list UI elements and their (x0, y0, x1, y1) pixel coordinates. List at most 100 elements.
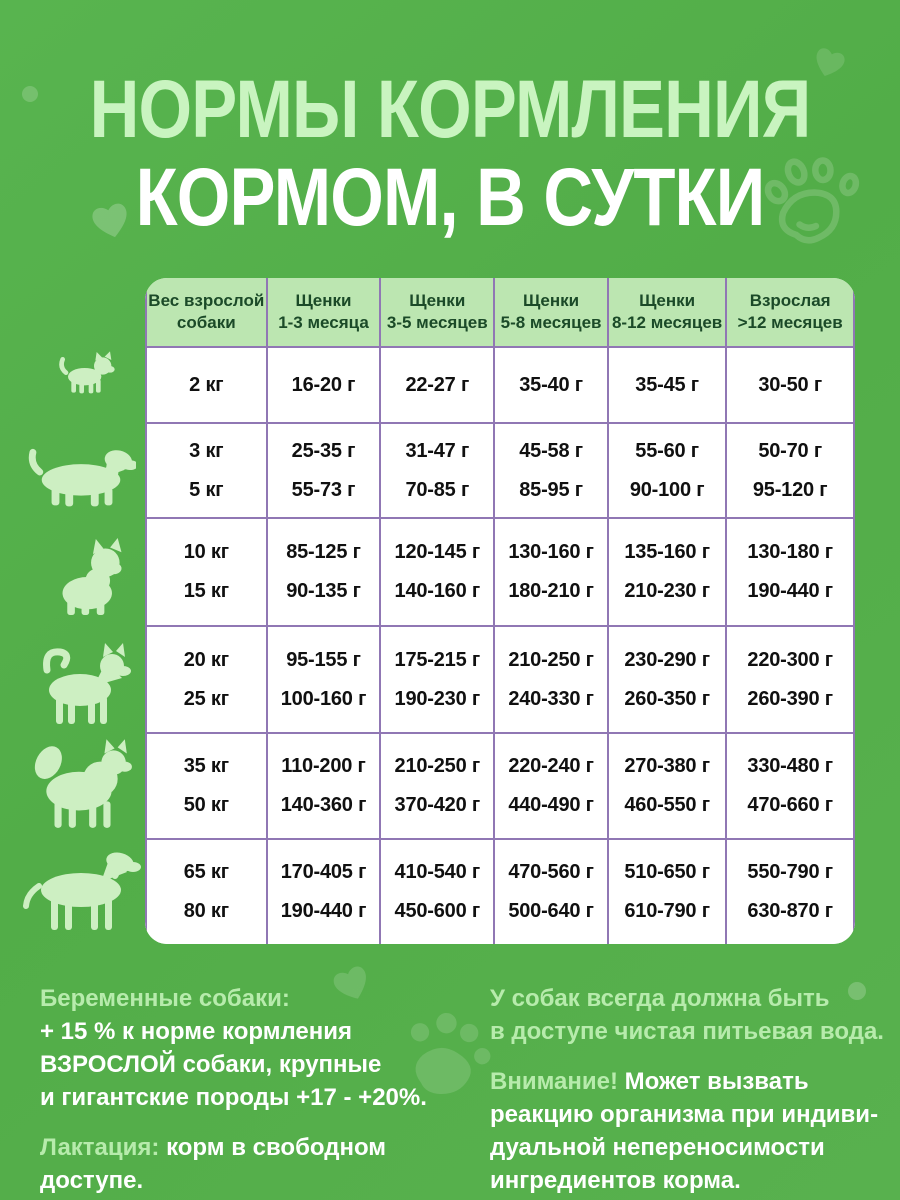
column-header: Щенки 5-8 месяцев (493, 278, 607, 346)
weight-cell: 20 кг 25 кг (145, 625, 266, 732)
cell-value: 95-155 г (286, 648, 361, 671)
feed-amount-cell: 110-200 г 140-360 г (265, 732, 380, 838)
cell-value: 220-300 г (747, 648, 833, 671)
dachshund-icon (28, 448, 136, 507)
cell-value: 95-120 г (752, 478, 828, 501)
feed-amount-cell: 550-790 г 630-870 г (725, 838, 855, 944)
feed-amount-cell: 470-560 г 500-640 г (493, 838, 607, 944)
cell-value: 50 кг (183, 794, 229, 816)
cell-value: 170-405 г (280, 861, 367, 883)
feed-amount-cell: 270-380 г 460-550 г (606, 732, 726, 838)
feed-amount-cell: 130-180 г 190-440 г (725, 517, 855, 625)
bulldog-icon (62, 538, 122, 616)
feed-amount-cell: 30-50 г (725, 346, 855, 422)
warning-line: дуальной непереносимости (490, 1134, 825, 1161)
weight-cell: 65 кг 80 кг (145, 838, 266, 944)
medium-dog-icon (43, 643, 131, 724)
feed-amount-cell: 50-70 г 95-120 г (725, 422, 855, 517)
warning-first-line: Может вызвать (617, 1068, 809, 1095)
feed-amount-cell: 35-45 г (606, 346, 726, 422)
pregnant-label: Беременные собаки: (40, 985, 290, 1012)
cell-value: 190-440 г (280, 900, 367, 922)
column-header-line: Щенки (523, 290, 580, 310)
cell-value: 260-390 г (747, 687, 833, 710)
column-header-line: 5-8 месяцев (500, 313, 602, 332)
toy-dog-icon (59, 351, 115, 394)
feed-amount-cell: 130-160 г 180-210 г (493, 517, 607, 625)
warning-line: ингредиентов корма. (490, 1167, 741, 1194)
feed-amount-cell: 135-160 г 210-230 г (606, 517, 726, 625)
cell-value: 22-27 г (405, 373, 470, 396)
cell-value: 135-160 г (624, 541, 710, 563)
cell-value: 35 кг (183, 755, 229, 777)
cell-value: 500-640 г (508, 900, 594, 922)
feed-amount-cell: 31-47 г 70-85 г (379, 422, 494, 517)
feed-amount-cell: 510-650 г 610-790 г (606, 838, 726, 944)
cell-value: 65 кг (183, 861, 229, 883)
note-water-warning: У собак всегда должна быть в доступе чис… (490, 982, 890, 1197)
cell-value: 190-440 г (747, 580, 833, 602)
cell-value: 50-70 г (758, 439, 822, 462)
column-header-line: Щенки (409, 290, 466, 310)
cell-value: 2 кг (189, 373, 224, 396)
feed-amount-cell: 120-145 г 140-160 г (379, 517, 494, 625)
cell-value: 410-540 г (394, 861, 481, 883)
cell-value: 110-200 г (281, 755, 366, 777)
feed-amount-cell: 410-540 г 450-600 г (379, 838, 494, 944)
cell-value: 440-490 г (508, 794, 594, 816)
cell-value: 15 кг (183, 580, 229, 602)
column-header: Щенки 1-3 месяца (265, 278, 380, 346)
column-header: Щенки 3-5 месяцев (379, 278, 494, 346)
column-header-line: Щенки (639, 290, 696, 310)
cell-value: 10 кг (183, 541, 229, 563)
cell-value: 35-45 г (635, 373, 699, 396)
feed-amount-cell: 220-300 г 260-390 г (725, 625, 855, 732)
column-header: Вес взрослой собаки (145, 278, 266, 346)
spitz-dog-icon (34, 739, 132, 828)
feed-amount-cell: 210-250 г 240-330 г (493, 625, 607, 732)
lactation-label: Лактация: (40, 1134, 160, 1161)
cell-value: 140-360 г (280, 794, 367, 816)
column-header-line: 3-5 месяцев (386, 313, 488, 332)
cell-value: 35-40 г (519, 373, 583, 396)
cell-value: 460-550 г (624, 794, 710, 816)
cell-value: 90-135 г (286, 580, 361, 602)
feed-amount-cell: 170-405 г 190-440 г (265, 838, 380, 944)
feed-amount-cell: 16-20 г (265, 346, 380, 422)
pregnant-line: + 15 % к норме кормления (40, 1018, 352, 1045)
column-header-line: Взрослая (749, 290, 831, 310)
cell-value: 220-240 г (508, 755, 594, 777)
cell-value: 175-215 г (394, 648, 481, 671)
cell-value: 85-125 г (286, 541, 361, 563)
cell-value: 55-60 г (635, 439, 699, 462)
cell-value: 470-660 г (747, 794, 833, 816)
feed-amount-cell: 45-58 г 85-95 г (493, 422, 607, 517)
cell-value: 630-870 г (747, 900, 833, 922)
weight-cell: 10 кг 15 кг (145, 517, 266, 625)
cell-value: 510-650 г (624, 861, 710, 883)
cell-value: 5 кг (189, 478, 224, 501)
column-header-line: собаки (176, 313, 236, 332)
cell-value: 90-100 г (629, 478, 705, 501)
feed-amount-cell: 55-60 г 90-100 г (606, 422, 726, 517)
cell-value: 100-160 г (280, 687, 367, 710)
title-line-2: КОРМОМ, В СУТКИ (135, 151, 766, 243)
lactation-text: корм в свободном доступе. (40, 1134, 387, 1194)
pregnant-line: и гигантские породы +17 - +20%. (40, 1084, 427, 1111)
cell-value: 16-20 г (291, 373, 356, 396)
cell-value: 270-380 г (624, 755, 710, 777)
column-header-line: Вес взрослой (148, 290, 265, 310)
feed-amount-cell: 95-155 г 100-160 г (265, 625, 380, 732)
feed-amount-cell: 330-480 г 470-660 г (725, 732, 855, 838)
feed-amount-cell: 230-290 г 260-350 г (606, 625, 726, 732)
column-header: Щенки 8-12 месяцев (606, 278, 726, 346)
title-line-1: НОРМЫ КОРМЛЕНИЯ (89, 64, 812, 155)
cell-value: 80 кг (183, 900, 229, 922)
cell-value: 370-420 г (394, 794, 481, 816)
feed-amount-cell: 210-250 г 370-420 г (379, 732, 494, 838)
feed-amount-cell: 175-215 г 190-230 г (379, 625, 494, 732)
cell-value: 210-250 г (394, 755, 481, 777)
cell-value: 25-35 г (291, 439, 356, 462)
water-line: У собак всегда должна быть (490, 985, 830, 1012)
feeding-table: Вес взрослой собаки Щенки 1-3 месяца Щенки 3-… (145, 278, 855, 944)
